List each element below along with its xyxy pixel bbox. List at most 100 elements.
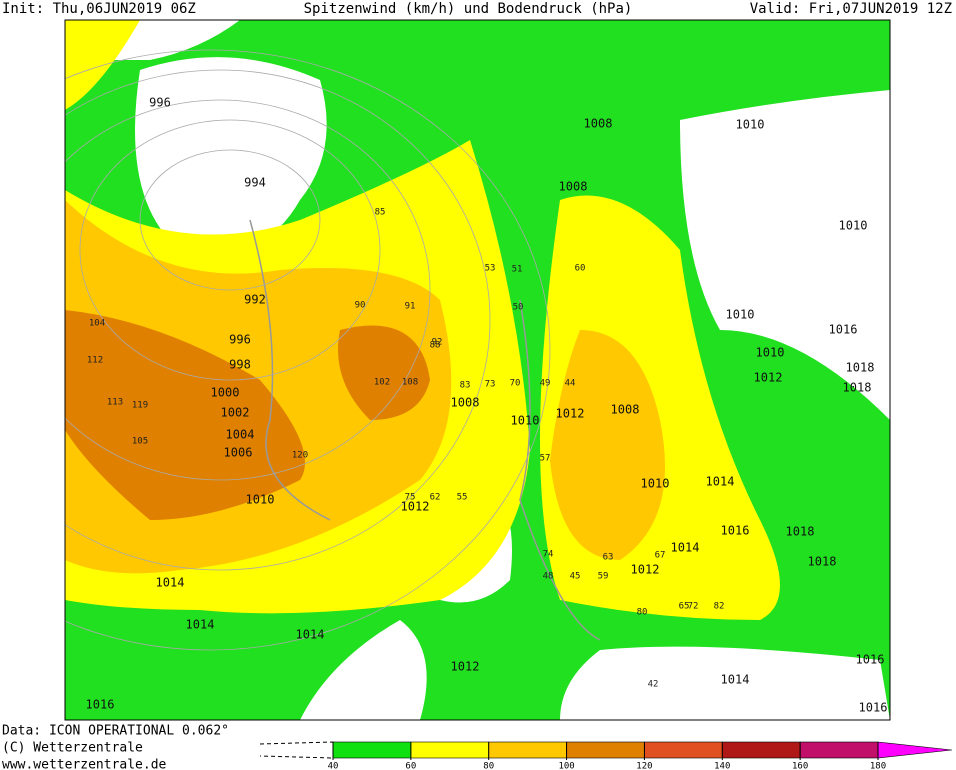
colorbar-tick-label: 160: [792, 762, 808, 770]
gust-label: 67: [655, 551, 666, 561]
isobar-label: 996: [149, 96, 171, 110]
colorbar-tick-label: 80: [483, 762, 494, 770]
gust-label: 120: [292, 451, 308, 461]
isobar-label: 1018: [786, 525, 815, 539]
isobar-label: 1016: [856, 653, 885, 667]
isobar-label: 1010: [246, 493, 275, 507]
gust-label: 60: [575, 264, 586, 274]
colorbar-segment: [644, 741, 723, 759]
gust-label: 59: [598, 572, 609, 582]
colorbar-tick-label: 100: [558, 762, 574, 770]
isobar-label: 1010: [641, 477, 670, 491]
isobar-label: 1006: [224, 446, 253, 460]
isobar-label: 1018: [846, 361, 875, 375]
isobar-label: 1010: [839, 219, 868, 233]
isobar-label: 1010: [726, 308, 755, 322]
colorbar-over: [877, 741, 953, 759]
isobar-label: 1014: [706, 475, 735, 489]
isobar-label: 1012: [451, 660, 480, 674]
colorbar-tick-label: 60: [405, 762, 416, 770]
map-shading: [65, 20, 890, 720]
colorbar-segment: [799, 741, 879, 759]
isobar-label: 1012: [556, 407, 585, 421]
data-source: Data: ICON OPERATIONAL 0.062°: [2, 724, 229, 739]
wind-80-100: [550, 330, 665, 560]
gust-label: 63: [603, 553, 614, 563]
isobar-label: 994: [244, 176, 266, 190]
gust-label: 70: [510, 379, 521, 389]
colorbar: 40 60 80 100 120 140 160 180: [328, 741, 953, 770]
isobar-label: 1016: [829, 323, 858, 337]
colorbar-tick-label: 120: [636, 762, 652, 770]
gust-label: 75: [405, 493, 416, 503]
gust-label: 55: [457, 493, 468, 503]
gust-label: 92: [432, 338, 443, 348]
wind-100-120: [65, 310, 305, 520]
isobar-label: 1018: [808, 555, 837, 569]
isobar-label: 1018: [843, 381, 872, 395]
isobar-label: 1008: [584, 117, 613, 131]
valid-time: Valid: Fri,07JUN2019 12Z: [750, 1, 952, 17]
gust-label: 91: [405, 302, 416, 312]
isobar-label: 998: [229, 358, 251, 372]
isobar-label: 1012: [401, 500, 430, 514]
website: www.wetterzentrale.de: [2, 758, 167, 770]
gust-label: 53: [485, 264, 496, 274]
colorbar-segment: [566, 741, 645, 759]
gust-label: 45: [570, 572, 581, 582]
copyright: (C) Wetterzentrale: [2, 741, 143, 756]
gust-label: 80: [637, 608, 648, 618]
gust-label: 88: [430, 341, 441, 351]
isobar-label: 1010: [511, 414, 540, 428]
gust-label: 72: [688, 602, 699, 612]
map-frame: [64, 19, 891, 721]
gust-label: 48: [543, 572, 554, 582]
gust-label: 57: [540, 454, 551, 464]
isobar-label: 1016: [86, 698, 115, 712]
colorbar-segment: [488, 741, 567, 759]
colorbar-under: [259, 741, 334, 759]
isobar-label: 992: [244, 293, 266, 307]
isobar-label: 1012: [631, 563, 660, 577]
gust-label: 50: [513, 303, 524, 313]
colorbar-segment: [410, 741, 490, 759]
map-title: Spitzenwind (km/h) und Bodendruck (hPa): [304, 1, 633, 17]
isobar-label: 1016: [859, 701, 888, 715]
gust-label: 105: [132, 437, 148, 447]
gust-label: 119: [132, 401, 148, 411]
isobar-label: 1008: [451, 396, 480, 410]
gust-label: 62: [430, 493, 441, 503]
gust-label: 83: [460, 381, 471, 391]
gust-label: 74: [543, 550, 554, 560]
isobar-label: 1008: [611, 403, 640, 417]
gust-label: 44: [565, 379, 576, 389]
isobar-label: 996: [229, 333, 251, 347]
isobar-label: 1008: [559, 180, 588, 194]
isobar-label: 1012: [754, 371, 783, 385]
gust-label: 108: [402, 378, 418, 388]
isobar-label: 1014: [296, 628, 325, 642]
isobar-label: 1010: [736, 118, 765, 132]
coastline: [249, 219, 601, 641]
colorbar-segment: [332, 741, 412, 759]
gust-label: 90: [355, 301, 366, 311]
isobar-label: 1000: [211, 386, 240, 400]
gust-label: 113: [107, 398, 123, 408]
isobar-label: 1016: [721, 524, 750, 538]
gust-label: 42: [648, 680, 659, 690]
calm-area: [300, 620, 427, 720]
colorbar-tick-label: 140: [714, 762, 730, 770]
gust-label: 49: [540, 379, 551, 389]
isobar-label: 1014: [186, 618, 215, 632]
calm-area: [680, 90, 890, 420]
gust-label: 51: [512, 265, 523, 275]
isobar-label: 1014: [671, 541, 700, 555]
isobar-label: 1014: [721, 673, 750, 687]
isobar-label: 1004: [226, 428, 255, 442]
colorbar-segment: [721, 741, 801, 759]
isobar-label: 1002: [221, 406, 250, 420]
calm-area: [135, 57, 327, 255]
colorbar-tick-label: 40: [328, 762, 339, 770]
